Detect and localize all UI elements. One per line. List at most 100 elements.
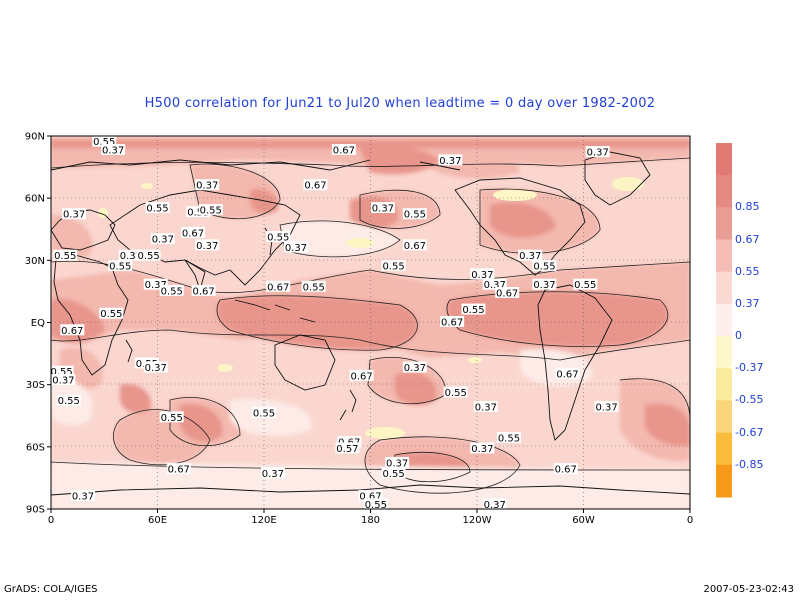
contour-label-bg [573,278,598,290]
contour-label: 0.37 [63,210,85,221]
contour-label: 0.67 [359,492,381,503]
contour-label: 0.37 [145,363,167,374]
contour-label-bg [402,208,427,220]
contour-label: 0.67 [555,465,577,476]
contour-label: 0.67 [333,146,355,157]
contour-label-bg [136,249,161,261]
plot-title: H500 correlation for Jun21 to Jul20 when… [144,96,656,111]
colorbar [716,143,732,498]
footer-credit: GrADS: COLA/IGES [4,584,98,595]
contour-label-bg [260,467,285,479]
colorbar-swatch [716,368,732,401]
contour-label-bg [496,432,521,444]
contour-label: 0.67 [350,371,372,382]
contour-label-bg [53,249,78,261]
contour-label-bg [283,241,308,253]
contour-label-bg [335,442,360,454]
contour-label: 0.37 [262,469,284,480]
contour-label: 0.37 [372,204,394,215]
colorbar-label: 0.55 [735,264,760,278]
lat-label: 90N [25,132,45,143]
contour-label: 0.67 [61,326,83,337]
contour-label-bg [381,260,406,272]
contour-label: 0.37 [72,492,94,503]
contour-label-bg [518,249,543,261]
contour-label: 0.55 [100,309,122,320]
colorbar-swatch [716,336,732,369]
contour-label-bg [385,456,410,468]
grid-lines [51,136,690,509]
contour-label-bg [118,249,143,261]
contour-label-group: 0.550.37 0.670.370.370.37 0.670.55 0.550.55… [51,136,619,532]
contour-label: 0.37 [285,243,307,254]
colorbar-label: -0.85 [735,457,764,471]
colorbar-swatch [716,143,732,176]
contour-label: 0.67 [404,241,426,252]
contour-label-bg [51,365,74,377]
contour-label-bg [555,367,580,379]
contour-label: 0.55 [533,262,555,273]
contour-label: 0.37 [533,280,555,291]
lat-label: 60N [25,194,45,205]
contour-label-bg [473,400,498,412]
contour-label: 0.37 [519,251,541,262]
contour-label: 0.55 [267,233,289,244]
contour-label-bg [108,260,133,272]
contour-label-bg [186,206,211,218]
contour-label-bg [159,411,184,423]
contour-label: 0.55 [574,280,596,291]
lon-label: 0 [48,515,54,526]
contour-label-bg [461,303,486,315]
contour-label: 0.37 [145,280,167,291]
contour-label-bg [51,374,76,386]
contour-label-bg [482,498,507,509]
contour-label: 0.37 [152,235,174,246]
contour-label-bg [402,239,427,251]
contour-label: 0.55 [445,388,467,399]
colorbar-swatch [716,239,732,273]
contour-label-bg [195,239,220,251]
latitude-axis: 90N 60N 30N EQ 30S 60S 90S [25,132,51,516]
colorbar-swatch [716,464,732,498]
colorbar-swatch [716,303,732,337]
contour-label-bg [99,307,124,319]
colorbar-swatch [716,175,732,208]
contour-label: 0.67 [168,465,190,476]
contour-label-bg [438,154,463,166]
contour-label: 0.55 [404,210,426,221]
contour-label: 0.37 [102,146,124,157]
contour-lines [51,157,690,494]
contour-label-bg [402,361,427,373]
contour-label-bg [150,233,175,245]
contour-label: 0.37 [484,500,506,511]
contour-label: 0.37 [196,181,218,192]
contour-label-bg [303,179,328,191]
contour-label: 0.67 [496,288,518,299]
contour-label-bg [594,400,619,412]
contour-label-bg [145,202,170,214]
contour-label-bg [399,521,423,532]
contour-label-bg [553,463,578,475]
contour-label: 0.55 [187,208,209,219]
contour-label-bg [470,442,495,454]
contour-label: 0.67 [193,286,215,297]
lon-label: 60W [572,515,595,526]
contour-label-bg [370,202,395,214]
contour-label: 0.55 [382,262,404,273]
contour-label-bg [191,284,216,296]
contour-label: 0.57 [336,444,358,455]
contour-label-bg [252,407,276,419]
contour-label-bg [70,490,95,502]
colorbar-label: 0.67 [735,232,760,246]
contour-label-bg [166,463,191,475]
contour-label: 0.55 [200,206,222,217]
contour-label-bg [470,268,495,280]
contour-label: 0.37 [196,241,218,252]
contour-label-bg [532,260,557,272]
contour-label-bg [532,278,557,290]
contour-label: 0.55 [93,137,115,148]
contour-label-bg [266,280,291,292]
contour-label-bg [349,369,374,381]
contour-label: 0.55 [58,396,80,407]
